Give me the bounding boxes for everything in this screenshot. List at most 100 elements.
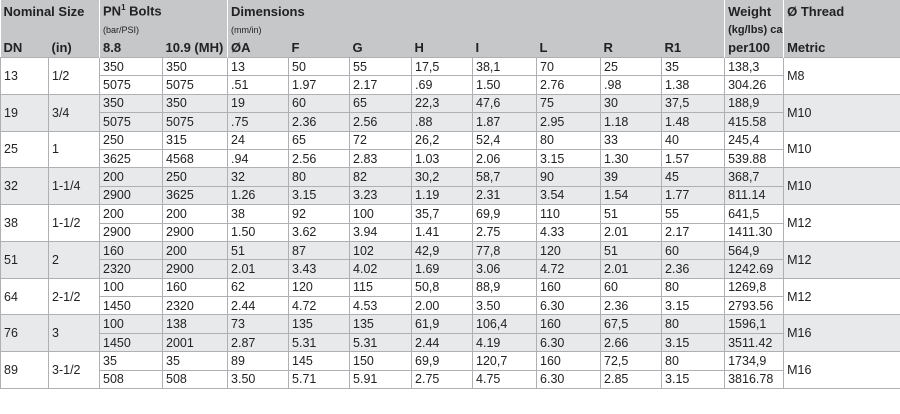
table-row: 5075 5075.51 1.97 2.17.69 1.50 2.76.98 1.38 304… (1, 75, 900, 95)
imperial-cell: 1.50 (472, 75, 538, 95)
imperial-cell: 1.87 (472, 112, 538, 132)
metric-cell: 30,2 (411, 167, 474, 187)
col-i: I (472, 38, 537, 58)
metric-cell: 350 (99, 56, 164, 77)
imperial-cell: 6.30 (536, 296, 602, 316)
metric-cell: 62 (227, 277, 290, 298)
table-body: 13 1/2 350 350 13 50 55 17,5 38,1 70 25 35 138,3 M8 50… (0, 56, 900, 390)
table-row: 19 3/4 350 350 19 60 65 22,3 47,6 75 30 37,5 188,9 M1… (0, 93, 900, 132)
imperial-cell: .98 (600, 75, 663, 95)
thread-cell: M12 (783, 240, 900, 279)
pn-units: (bar/PSI) (99, 22, 228, 38)
metric-cell: 100 (99, 277, 164, 298)
metric-cell: 17,5 (411, 56, 474, 77)
metric-cell: 80 (661, 314, 726, 334)
col-8-8: 8.8 (99, 38, 163, 58)
imperial-cell: 1450 (99, 332, 164, 353)
col-per100: per100 (724, 38, 784, 58)
table-row: 51 2 160 200 51 87 102 42,9 77,8 120 51 60 564,9 M12 (0, 240, 900, 279)
imperial-cell: 3625 (162, 185, 229, 206)
dn-cell: 32 (0, 167, 49, 206)
pn-bolts-header: PN1 Bolts (99, 0, 228, 22)
imperial-cell: 2793.56 (724, 296, 785, 316)
imperial-cell: 1.57 (661, 148, 726, 169)
metric-cell: 33 (600, 130, 663, 150)
metric-cell: 315 (162, 130, 229, 150)
imperial-cell: 2.75 (472, 222, 538, 242)
inch-cell: 2 (47, 240, 101, 279)
imperial-cell: 1.48 (661, 112, 726, 132)
imperial-cell: 3.23 (349, 185, 413, 206)
metric-cell: 120 (288, 277, 351, 298)
col-h: H (411, 38, 473, 58)
metric-cell: 160 (99, 240, 164, 261)
metric-cell: 30 (600, 93, 663, 114)
table-row: 3625 4568.94 2.56 2.83 1.03 2.06 3.15 1.30 1.57 5… (1, 148, 900, 169)
imperial-cell: 4.53 (349, 296, 413, 316)
imperial-cell: 4.33 (536, 222, 602, 242)
metric-cell: 42,9 (411, 240, 474, 261)
thread-cell: M10 (783, 167, 900, 206)
imperial-cell: 1.97 (288, 75, 351, 95)
metric-cell: 250 (99, 130, 164, 150)
dimensions-header: Dimensions (227, 0, 725, 22)
metric-cell: 51 (600, 240, 663, 261)
metric-cell: 50 (288, 56, 351, 77)
thread-cell: M10 (783, 93, 900, 132)
imperial-cell: 2.01 (600, 222, 663, 242)
thread-units-blank (783, 22, 900, 38)
metric-cell: 350 (162, 56, 229, 77)
metric-cell: 160 (536, 351, 602, 371)
imperial-cell: 2900 (99, 222, 164, 242)
imperial-cell: 1.38 (661, 75, 726, 95)
inch-cell: 3/4 (47, 93, 101, 132)
imperial-cell: 1242.69 (724, 259, 785, 279)
metric-cell: 160 (536, 277, 602, 298)
imperial-cell: 3.94 (349, 222, 413, 242)
metric-cell: 52,4 (472, 130, 538, 150)
imperial-cell: 3.62 (288, 222, 351, 242)
thread-cell: M12 (783, 277, 900, 316)
imperial-cell: 3.50 (472, 296, 538, 316)
col-r: R (600, 38, 662, 58)
imperial-cell: 5.31 (349, 332, 413, 353)
imperial-cell: .94 (227, 148, 290, 169)
imperial-cell: 2.01 (600, 259, 663, 279)
imperial-cell: 5075 (99, 112, 164, 132)
dn-cell: 25 (0, 130, 49, 169)
imperial-cell: 3.15 (661, 369, 726, 390)
metric-cell: 138,3 (724, 56, 785, 77)
metric-cell: 188,9 (724, 93, 785, 114)
metric-cell: 32 (227, 167, 290, 187)
metric-cell: 135 (349, 314, 413, 334)
inch-cell: 2-1/2 (47, 277, 101, 316)
imperial-cell: 2.44 (227, 296, 290, 316)
imperial-cell: 4.75 (472, 369, 538, 390)
imperial-cell: 6.30 (536, 369, 602, 390)
thread-cell: M10 (783, 130, 900, 169)
dimensions-units: (mm/in) (227, 22, 725, 38)
table-row: 64 2-1/2 100 160 62 120 115 50,8 88,9 160 60 80 1269… (0, 277, 900, 316)
metric-cell: 51 (227, 240, 290, 261)
imperial-cell: .51 (227, 75, 290, 95)
metric-cell: 65 (349, 93, 413, 114)
table-row: 5075 5075.75 2.36 2.56.88 1.87 2.95 1.18 1.48 41… (1, 112, 900, 132)
metric-cell: 50,8 (411, 277, 474, 298)
imperial-cell: 2.17 (661, 222, 726, 242)
imperial-cell: 1.54 (600, 185, 663, 206)
col-a: ØA (227, 38, 289, 58)
imperial-cell: 5.91 (349, 369, 413, 390)
metric-cell: 45 (661, 167, 726, 187)
imperial-cell: 3511.42 (724, 332, 785, 353)
nominal-size-header: Nominal Size (0, 0, 100, 22)
imperial-cell: 6.30 (536, 332, 602, 353)
metric-cell: 55 (349, 56, 413, 77)
col-r1: R1 (661, 38, 725, 58)
imperial-cell: 2.06 (472, 148, 538, 169)
weight-header: Weight (724, 0, 784, 22)
imperial-cell: 2.75 (411, 369, 474, 390)
metric-cell: 102 (349, 240, 413, 261)
imperial-cell: 3.15 (661, 296, 726, 316)
table-row: 25 1 250 315 24 65 72 26,2 52,4 80 33 40 245,4 M10 (0, 130, 900, 169)
thread-cell: M16 (783, 314, 900, 353)
